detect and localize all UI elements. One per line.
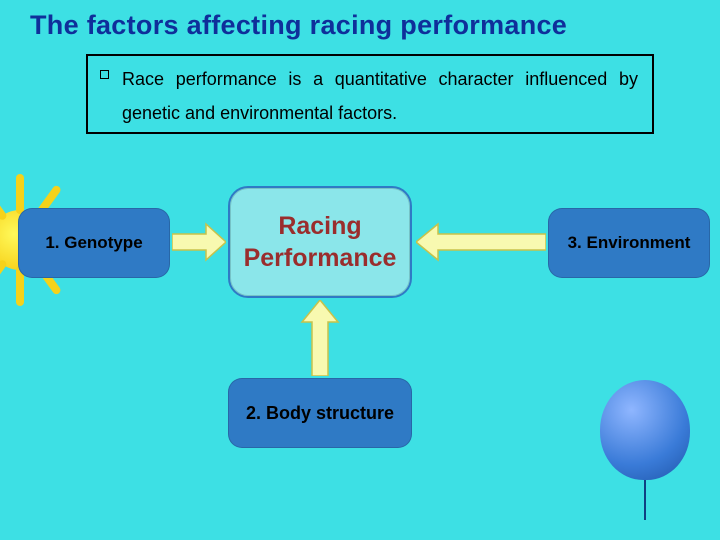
arrow-left-icon: [416, 224, 546, 260]
node-center: RacingPerformance: [228, 186, 412, 298]
node-environment-label: 3. Environment: [568, 233, 691, 253]
node-environment: 3. Environment: [548, 208, 710, 278]
slide-title: The factors affecting racing performance: [30, 10, 710, 41]
arrow-right-icon: [172, 224, 226, 260]
description-line-1: Race performance is a quantitative chara…: [122, 69, 514, 89]
balloon-decoration: [600, 380, 690, 490]
arrow-genotype-to-center: [172, 222, 226, 262]
bullet-icon: [100, 70, 109, 79]
arrow-body-to-center: [300, 300, 340, 376]
node-center-label: RacingPerformance: [244, 210, 397, 275]
node-body-label: 2. Body structure: [246, 403, 394, 424]
node-body-structure: 2. Body structure: [228, 378, 412, 448]
arrow-up-icon: [302, 300, 338, 376]
arrow-environment-to-center: [416, 222, 546, 262]
description-box: Race performance is a quantitative chara…: [86, 54, 654, 134]
node-genotype: 1. Genotype: [18, 208, 170, 278]
node-genotype-label: 1. Genotype: [45, 233, 142, 253]
